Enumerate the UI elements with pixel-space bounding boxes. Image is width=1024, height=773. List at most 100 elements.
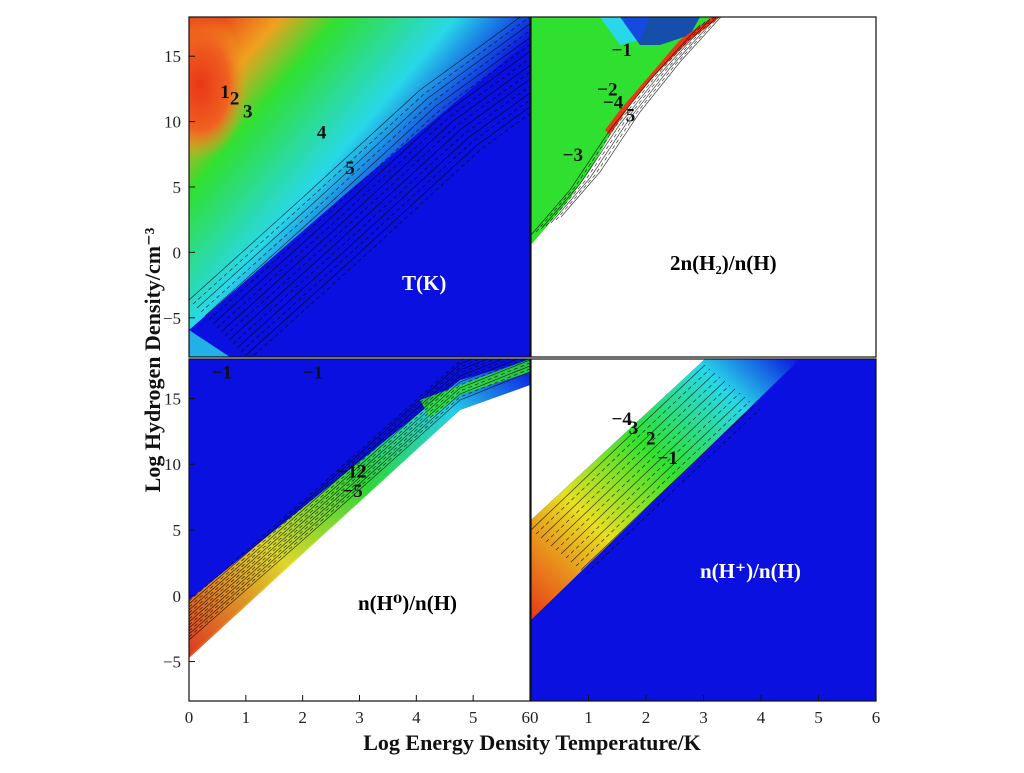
contour-label: −1 <box>658 448 678 469</box>
contour-line <box>531 364 706 531</box>
contour-line <box>189 359 474 605</box>
x-tick-label: 2 <box>298 708 307 727</box>
panel-h0-fraction <box>189 359 530 701</box>
y-tick-label: 10 <box>164 455 181 474</box>
contour-label: −4 <box>603 93 624 114</box>
h2-edge-band <box>605 17 720 135</box>
contour-line <box>560 17 722 218</box>
contour-label: −1 <box>303 363 323 384</box>
contour-label: −5 <box>342 481 362 502</box>
x-tick-label: 1 <box>242 708 251 727</box>
temperature-hot-region <box>189 17 248 160</box>
temperature-field <box>189 17 530 357</box>
contour-label: 2 <box>646 429 656 450</box>
title-h2-fraction: 2n(H₂)/n(H) <box>670 251 777 275</box>
x-tick-label: 6 <box>872 708 881 727</box>
contour-line <box>550 17 717 224</box>
y-tick-label: −5 <box>163 653 181 672</box>
h0-contours <box>189 359 530 641</box>
contour-line <box>545 17 715 227</box>
contour-label: 5 <box>345 158 355 179</box>
contour-line <box>189 368 530 638</box>
title-temperature: T(K) <box>402 271 446 295</box>
h0-transition-band <box>189 360 530 658</box>
x-tick-label: 4 <box>412 708 421 727</box>
contour-line <box>189 359 504 617</box>
y-tick-label: 15 <box>164 389 181 408</box>
contour-line <box>216 57 530 329</box>
contour-label: 1 <box>220 82 230 103</box>
contour-line <box>189 359 519 623</box>
panel-hplus-fraction <box>531 359 876 701</box>
temperature-corner <box>189 330 230 357</box>
contour-label: −4 <box>612 409 633 430</box>
contour-line <box>580 404 756 571</box>
contour-line <box>189 371 530 641</box>
contour-line <box>240 99 530 353</box>
title-hplus-fraction: n(H⁺)/n(H) <box>700 559 801 583</box>
contour-line <box>224 71 530 337</box>
contour-line <box>212 51 530 325</box>
contour-line <box>550 380 726 547</box>
contour-label: 3 <box>243 102 253 123</box>
contour-line <box>228 78 530 341</box>
contour-line <box>555 17 720 221</box>
x-tick-label: 3 <box>699 708 708 727</box>
h0-field <box>189 359 530 655</box>
h2-blue-region <box>620 17 700 45</box>
contour-label: −3 <box>563 145 583 166</box>
contour-label: 5 <box>626 106 636 127</box>
contour-line <box>535 21 706 233</box>
x-tick-label: 1 <box>584 708 593 727</box>
y-axis-title: Log Hydrogen Density/cm⁻³ <box>140 227 165 492</box>
x-tick-label: 4 <box>757 708 766 727</box>
y-tick-label: 0 <box>173 243 182 262</box>
contour-line <box>189 362 530 632</box>
panel-temperature <box>189 17 530 357</box>
x-tick-label: 5 <box>469 708 478 727</box>
contour-line <box>196 23 530 309</box>
contour-line <box>570 396 746 563</box>
contour-label: −12 <box>337 461 367 482</box>
y-tick-label: 0 <box>173 587 182 606</box>
h2-field <box>531 17 720 245</box>
contour-line <box>540 372 716 539</box>
contour-label: −1 <box>612 40 632 61</box>
contour-label: 2 <box>230 89 240 110</box>
contour-line <box>232 85 530 345</box>
x-tick-label: 5 <box>814 708 823 727</box>
y-tick-label: 10 <box>164 113 181 132</box>
h2-contours <box>531 17 722 236</box>
contour-label: −2 <box>597 79 617 100</box>
contour-label: 2 <box>357 461 367 482</box>
contour-line <box>189 359 530 629</box>
contour-line <box>220 64 530 333</box>
contour-line <box>236 92 530 349</box>
title-h0-fraction: n(H⁰)/n(H) <box>358 591 457 615</box>
contour-line <box>189 359 526 626</box>
y-tick-label: −5 <box>163 309 181 328</box>
x-tick-label: 2 <box>642 708 651 727</box>
contour-line <box>540 18 711 230</box>
contour-line <box>531 24 701 236</box>
contour-line <box>204 37 530 317</box>
contour-line <box>560 388 736 555</box>
frame-top-right <box>530 16 877 358</box>
contour-line <box>189 359 466 602</box>
contour-line <box>189 17 521 301</box>
x-tick-label: 60 <box>522 708 539 727</box>
contour-line <box>189 359 496 614</box>
contour-label: 3 <box>629 418 639 439</box>
contour-line <box>200 30 530 313</box>
contour-label: −1 <box>212 363 232 384</box>
contour-label: 4 <box>317 123 327 144</box>
temperature-contours <box>189 17 530 357</box>
contour-line <box>189 359 481 608</box>
contour-line <box>189 359 489 611</box>
y-tick-label: 5 <box>173 178 182 197</box>
contour-line <box>192 17 530 305</box>
panel-h2-fraction <box>531 17 876 357</box>
